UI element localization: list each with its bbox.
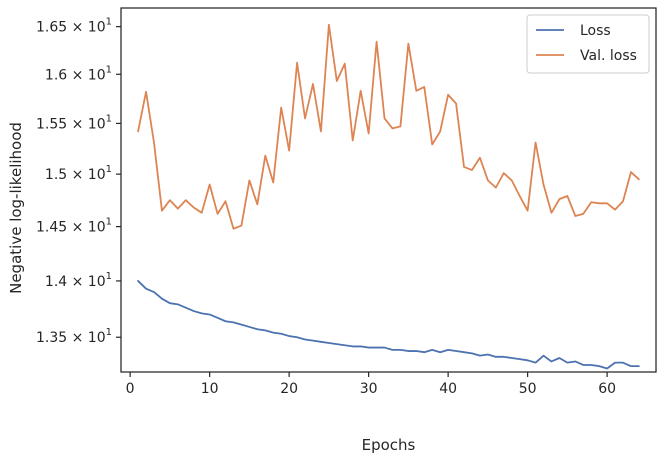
y-axis-label: Negative log-likelihood <box>7 122 25 294</box>
series-line-1 <box>137 23 640 230</box>
y-tick-label: 1.45 × 101 <box>36 217 112 236</box>
ticks-layer: 0 10 20 30 40 50 60 1.35 × 101 1.4 × 101 1.45 × 1… <box>36 17 616 397</box>
y-tick-label: 1.65 × 101 <box>36 17 112 36</box>
y-tick-label: 1.55 × 101 <box>36 113 112 132</box>
x-axis-label: Epochs <box>362 436 416 454</box>
legend: Loss Val. loss <box>526 14 650 74</box>
x-tick-label: 40 <box>439 381 457 397</box>
y-tick-label: 1.5 × 101 <box>45 164 112 183</box>
y-tick-label: 1.6 × 101 <box>45 64 112 83</box>
plot-frame <box>120 7 657 373</box>
x-tick-label: 30 <box>360 381 378 397</box>
x-tick-label: 10 <box>201 381 219 397</box>
x-tick-label: 0 <box>126 381 135 397</box>
x-tick-label: 60 <box>598 381 616 397</box>
x-tick-label: 20 <box>280 381 298 397</box>
series-line-0 <box>137 280 640 370</box>
series-layer <box>137 23 640 370</box>
legend-label-loss: Loss <box>580 23 611 39</box>
y-tick-label: 1.4 × 101 <box>45 271 112 290</box>
y-tick-label: 1.35 × 101 <box>36 327 112 346</box>
x-tick-label: 50 <box>519 381 537 397</box>
legend-label-val-loss: Val. loss <box>580 48 637 64</box>
